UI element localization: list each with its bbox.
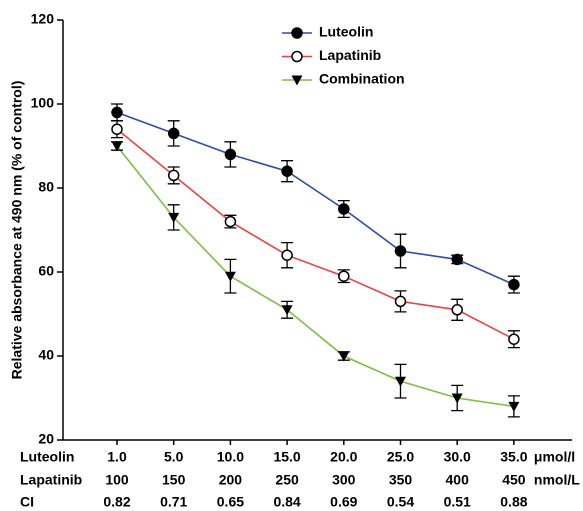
x-tick-label: 0.54 <box>387 494 414 510</box>
y-tick-label: 60 <box>38 263 54 279</box>
point <box>338 203 350 215</box>
x-tick-label: 0.51 <box>444 494 471 510</box>
x-tick-label: 150 <box>162 472 186 488</box>
point <box>394 295 407 308</box>
point <box>451 304 463 316</box>
point <box>224 215 237 228</box>
point <box>338 270 350 282</box>
point <box>395 376 406 387</box>
y-tick-label: 100 <box>31 95 55 111</box>
row-unit: nmol/L <box>534 472 580 488</box>
x-tick-label: 30.0 <box>444 449 471 465</box>
point <box>111 141 123 152</box>
point <box>224 271 236 282</box>
x-tick-label: 25.0 <box>387 449 414 465</box>
x-tick-label: 300 <box>332 472 356 488</box>
x-tick-label: 35.0 <box>500 449 527 465</box>
legend-marker <box>291 27 303 39</box>
y-tick-label: 120 <box>31 11 55 27</box>
legend-label: Combination <box>319 71 405 87</box>
row-header: Luteolin <box>20 449 74 465</box>
point <box>508 401 520 412</box>
y-tick-label: 20 <box>38 431 54 447</box>
point <box>451 253 463 266</box>
y-axis-label: Relative absorbance at 490 nm (% of cont… <box>9 81 25 380</box>
x-tick-label: 0.65 <box>217 494 244 510</box>
x-tick-label: 100 <box>105 472 129 488</box>
row-header: Lapatinib <box>20 472 82 488</box>
point <box>338 351 350 362</box>
point <box>508 278 520 291</box>
point <box>508 333 520 345</box>
point <box>451 393 463 404</box>
point <box>394 245 407 257</box>
point <box>281 165 293 177</box>
x-tick-label: 0.69 <box>330 494 357 510</box>
x-tick-label: 0.82 <box>103 494 130 510</box>
point <box>281 305 293 316</box>
x-tick-label: 20.0 <box>330 449 357 465</box>
x-tick-label: 15.0 <box>273 449 300 465</box>
series-line <box>116 128 515 340</box>
point <box>168 212 180 223</box>
x-tick-label: 0.71 <box>160 494 187 510</box>
x-tick-label: 0.84 <box>273 494 300 510</box>
x-tick-label: 350 <box>389 472 413 488</box>
series-line <box>116 111 515 286</box>
legend-label: Luteolin <box>319 24 373 40</box>
point <box>167 127 180 140</box>
y-tick-label: 80 <box>38 179 54 195</box>
x-tick-label: 400 <box>446 472 470 488</box>
x-tick-label: 200 <box>219 472 243 488</box>
x-tick-label: 0.88 <box>500 494 527 510</box>
row-header: CI <box>20 494 34 510</box>
x-tick-label: 250 <box>275 472 299 488</box>
x-tick-label: 450 <box>502 472 526 488</box>
point <box>281 249 293 261</box>
y-tick-label: 40 <box>38 347 54 363</box>
x-tick-label: 1.0 <box>107 449 127 465</box>
point <box>224 148 237 161</box>
legend-marker <box>291 50 303 63</box>
point <box>167 169 180 182</box>
legend-marker <box>291 75 303 86</box>
x-tick-label: 10.0 <box>217 449 244 465</box>
row-unit: μmol/l <box>534 449 575 465</box>
point <box>111 123 123 135</box>
legend-label: Lapatinib <box>319 47 381 63</box>
series-line <box>116 145 515 408</box>
point <box>111 106 123 119</box>
x-tick-label: 5.0 <box>164 449 184 465</box>
